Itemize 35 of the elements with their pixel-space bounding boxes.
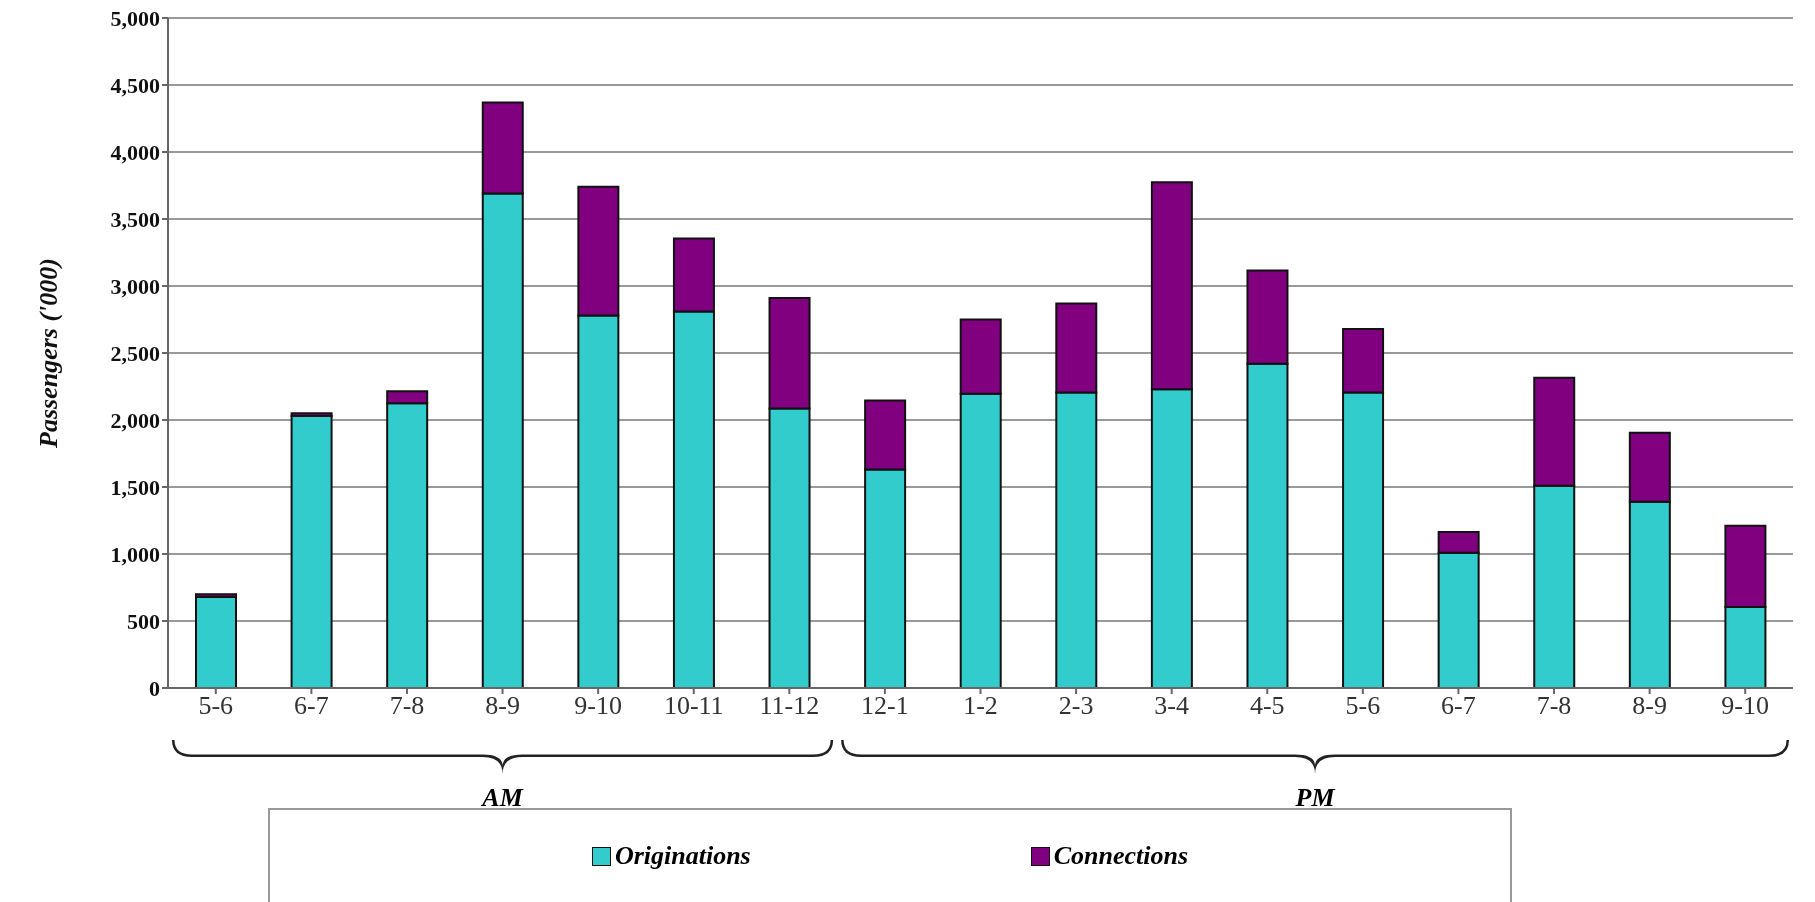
y-tick-label: 5,000 <box>110 5 160 31</box>
y-tick-label: 1,000 <box>110 541 160 567</box>
x-tick-label: 4-5 <box>1249 691 1285 721</box>
x-tick-label: 9-10 <box>574 691 622 721</box>
x-tick-label: 5-6 <box>1345 691 1381 721</box>
y-tick-label: 2,000 <box>110 407 160 433</box>
y-tick-label: 1,500 <box>110 474 160 500</box>
x-tick-label: 7-8 <box>389 691 425 721</box>
x-tick-label: 6-7 <box>1441 691 1476 721</box>
y-tick-label: 500 <box>127 608 160 634</box>
y-tick-label: 3,500 <box>110 206 160 232</box>
y-tick-label: 3,000 <box>110 273 160 299</box>
x-tick-label: 12-1 <box>861 691 909 721</box>
legend-label: Connections <box>1053 841 1189 871</box>
y-tick-label: 0 <box>149 675 160 701</box>
x-tick-label: 7-8 <box>1536 691 1572 721</box>
x-tick-label: 3-4 <box>1154 691 1190 721</box>
x-tick-label: 1-2 <box>963 691 998 721</box>
text: AM <box>480 783 524 812</box>
x-tick-label: 11-12 <box>759 691 820 721</box>
x-tick-label: 8-9 <box>485 691 520 721</box>
legend-label: Originations <box>614 841 751 871</box>
text: PM <box>1294 783 1336 812</box>
bar <box>290 414 333 688</box>
x-tick-label: 5-6 <box>198 691 234 721</box>
bar <box>195 595 237 688</box>
y-axis-title: Passengers ('000) <box>34 258 64 449</box>
y-tick-label: 4,000 <box>110 139 160 165</box>
x-tick-label: 2-3 <box>1058 691 1094 721</box>
y-tick-label: 2,500 <box>110 340 160 366</box>
x-tick-label: 10-11 <box>663 691 724 721</box>
x-tick-label: 8-9 <box>1632 691 1667 721</box>
x-tick-label: 6-7 <box>294 691 329 721</box>
y-tick-label: 4,500 <box>110 72 160 98</box>
x-tick-label: 9-10 <box>1721 691 1770 721</box>
